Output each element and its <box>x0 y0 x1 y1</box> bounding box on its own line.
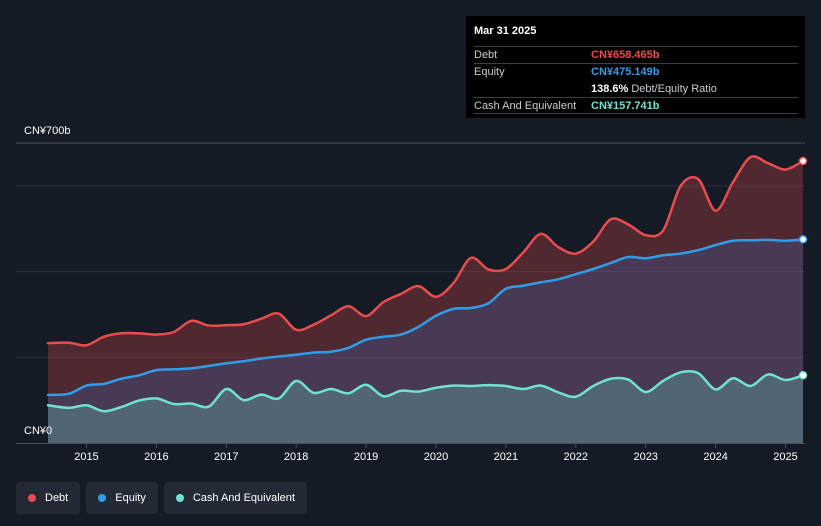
equity-line <box>46 238 805 397</box>
gridlines <box>16 142 805 444</box>
legend-item-debt[interactable]: Debt <box>16 482 81 514</box>
cash-line <box>46 369 805 413</box>
tooltip-ratio-value: 138.6% <box>591 82 629 95</box>
cash-end-marker <box>798 371 808 380</box>
tooltip-date: Mar 31 2025 <box>474 25 537 37</box>
x-tick-label: 2025 <box>773 451 797 463</box>
equity-dot-icon <box>98 494 107 502</box>
x-tick-label: 2020 <box>424 451 448 463</box>
debt-line <box>46 155 805 347</box>
cash-area <box>48 371 803 443</box>
y-axis-top-label: CN¥700b <box>24 125 70 137</box>
debt-end-marker <box>798 156 808 166</box>
x-tick-label: 2017 <box>214 451 238 463</box>
tooltip-panel: Mar 31 2025 Debt CN¥658.465b Equity CN¥4… <box>466 16 805 118</box>
series-lines <box>46 155 805 413</box>
tooltip-cash-value: CN¥157.741b <box>591 99 660 112</box>
legend-item-equity[interactable]: Equity <box>86 482 158 514</box>
debt-area <box>48 156 803 443</box>
legend: Debt Equity Cash And Equivalent <box>16 482 307 514</box>
tooltip-cash-label: Cash And Equivalent <box>474 99 577 112</box>
equity-area <box>48 239 803 443</box>
tooltip-row-cash: Cash And Equivalent CN¥157.741b <box>474 97 798 114</box>
legend-item-cash[interactable]: Cash And Equivalent <box>163 482 307 514</box>
x-tick-label: 2016 <box>144 451 168 463</box>
x-tick-label: 2021 <box>494 451 518 463</box>
tooltip-equity-label: Equity <box>474 66 505 78</box>
y-axis-bottom-label: CN¥0 <box>24 425 52 437</box>
debt-dot-icon <box>28 494 36 502</box>
tooltip-row-debt: Debt CN¥658.465b <box>474 46 798 63</box>
tooltip-debt-label: Debt <box>474 49 498 61</box>
legend-cash-label: Cash And Equivalent <box>192 492 295 504</box>
tooltip-equity-value: CN¥475.149b <box>591 66 660 78</box>
x-tick-label: 2024 <box>703 451 727 463</box>
x-axis-ticks: 2015 2016 2017 2018 2019 2020 2021 2022 2023 2024… <box>74 443 798 463</box>
tooltip-row-ratio: 138.6% Debt/Equity Ratio <box>474 80 798 97</box>
legend-equity-label: Equity <box>115 492 146 504</box>
series-areas <box>48 156 803 443</box>
x-tick-label: 2022 <box>564 451 588 463</box>
x-tick-label: 2015 <box>74 451 98 463</box>
tooltip-ratio-label: Debt/Equity Ratio <box>631 82 717 95</box>
equity-end-marker <box>798 235 808 244</box>
end-markers <box>798 156 808 380</box>
x-tick-label: 2018 <box>284 451 308 463</box>
tooltip-debt-value: CN¥658.465b <box>591 49 660 61</box>
x-tick-label: 2023 <box>633 451 657 463</box>
cash-dot-icon <box>175 494 184 502</box>
x-tick-label: 2019 <box>354 451 378 463</box>
tooltip-row-equity: Equity CN¥475.149b <box>474 63 798 80</box>
legend-debt-label: Debt <box>45 492 69 504</box>
